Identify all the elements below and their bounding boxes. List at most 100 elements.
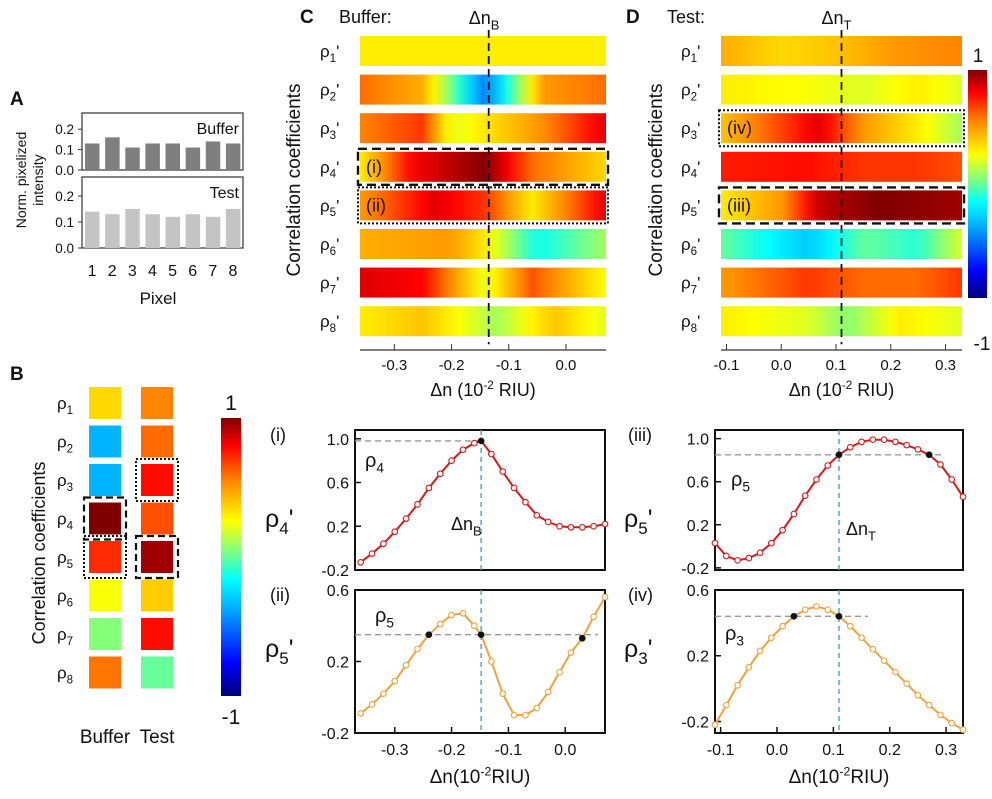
panelCii-data-point bbox=[425, 631, 433, 639]
panel-b-column-label: Buffer bbox=[80, 727, 131, 748]
panelC-row-stripe bbox=[360, 151, 606, 182]
panelD-row-label: ρ3' bbox=[681, 119, 700, 142]
panel-b-cell bbox=[89, 387, 121, 419]
panelCi-data-point bbox=[567, 523, 575, 531]
panelCi-data-point bbox=[488, 450, 495, 458]
panel-label-b: B bbox=[10, 364, 24, 385]
panel-b-cell bbox=[141, 656, 173, 689]
panelDiv-data-point bbox=[813, 603, 820, 610]
panel-a-xtick-label: 2 bbox=[108, 263, 117, 280]
panel-d-ylabel: Correlation coefficients bbox=[646, 84, 667, 277]
panelCii-data-point bbox=[510, 711, 518, 719]
panelD-box-label: (iii) bbox=[727, 195, 751, 215]
panelC-row-stripe bbox=[360, 267, 606, 298]
panelCi-marker-label: ΔnB bbox=[451, 514, 482, 538]
panelDiii-tag: (iii) bbox=[628, 425, 652, 445]
panelCi-data-point bbox=[459, 446, 467, 454]
panelDiii-data-point bbox=[745, 554, 753, 562]
panelCii-data-point bbox=[522, 711, 529, 719]
panelDiv-data-point bbox=[768, 634, 775, 642]
panelDiii-data-point bbox=[925, 451, 933, 459]
panelC-xtick-label: -0.2 bbox=[439, 357, 465, 374]
panel-b-column-label: Test bbox=[140, 727, 176, 748]
panelD-row-label: ρ5' bbox=[681, 196, 700, 219]
panelDiv-data-point bbox=[756, 647, 764, 655]
panel-c-buffer-heatmap: Correlation coefficients Buffer: ρ1' ρ2' ρ… bbox=[284, 7, 610, 400]
panelC-row-stripe bbox=[360, 229, 606, 259]
panelDiii-ytick-label: 0.6 bbox=[687, 475, 709, 492]
panelCi-data-point bbox=[499, 468, 507, 475]
panel-a-bar bbox=[165, 216, 181, 248]
panelCii-data-point bbox=[567, 649, 575, 656]
panelCii-data-point bbox=[402, 661, 410, 669]
panelDiv-xtick-label: 0.2 bbox=[879, 742, 901, 759]
panelCii-ytick-label: 0.2 bbox=[327, 655, 349, 672]
panelCi-tag: (i) bbox=[270, 425, 286, 445]
panelDiii-data-point bbox=[779, 526, 786, 534]
panelC-xlabel: Δn (10-2 RIU) bbox=[430, 379, 535, 400]
panelDiv-xtick-label: 0.3 bbox=[935, 742, 957, 759]
panelDiv-data-point bbox=[937, 711, 944, 719]
panelCi-data-point bbox=[368, 550, 376, 557]
panelCii-data-point bbox=[533, 704, 541, 712]
panelDiv-data-point bbox=[846, 622, 854, 630]
panelC-row-label: ρ6' bbox=[320, 235, 339, 258]
panel-d-colorbar-min: -1 bbox=[974, 334, 991, 355]
panelCii-data-point bbox=[380, 690, 387, 698]
panel-a-xtick-label: 6 bbox=[188, 263, 197, 280]
panel-d-colorbar bbox=[968, 70, 987, 298]
panelCii-data-point bbox=[414, 645, 421, 653]
panel-a-subplot-frame bbox=[81, 112, 244, 171]
panel-a-subplot-frame bbox=[81, 176, 244, 249]
panelDiii-data-point bbox=[880, 436, 888, 444]
panelC-xtick-label: -0.1 bbox=[496, 357, 522, 374]
panelDiii-data-point bbox=[892, 438, 899, 446]
panelD-row-label: ρ8' bbox=[681, 312, 700, 335]
panel-b-row-label: ρ6 bbox=[57, 587, 73, 610]
panel-a-bar bbox=[185, 147, 201, 170]
panel-a-bar bbox=[145, 143, 160, 170]
panelDiv-tag: (iv) bbox=[628, 585, 653, 605]
panelDiv-data-point bbox=[734, 681, 741, 689]
panelCi-data-point bbox=[425, 484, 433, 492]
panelCi-data-point bbox=[522, 498, 529, 506]
panel-b-row-label: ρ5 bbox=[57, 548, 73, 571]
panel-a-ytick-label: 0.1 bbox=[55, 143, 74, 158]
panelDiv-data-point bbox=[914, 691, 922, 699]
panel-a-ytick-label: 0.0 bbox=[55, 163, 74, 178]
panelCi-data-point bbox=[448, 457, 455, 464]
panel-d-iii-line-plot: -0.2 0.2 0.6 1.0 (iii) ρ5 ρ5' ΔnT bbox=[624, 425, 967, 578]
panel-a-bar bbox=[105, 137, 120, 170]
panel-a-ytick-label: 0.2 bbox=[55, 122, 74, 137]
panel-a-xtick-label: 8 bbox=[228, 263, 237, 280]
panel-b-row-label: ρ7 bbox=[57, 625, 73, 648]
panelDiv-ytick-label: 0.6 bbox=[687, 583, 709, 600]
panelDiii-data-point bbox=[846, 443, 854, 451]
panelDiv-inset-label: ρ3 bbox=[725, 623, 744, 649]
panel-a-series-label: Test bbox=[210, 185, 240, 202]
panelDiv-xlabel: Δn(10-2RIU) bbox=[789, 764, 890, 788]
panelCi-data-point bbox=[590, 522, 597, 530]
panelC-row-stripe bbox=[360, 36, 606, 66]
panelCii-data-point bbox=[499, 690, 507, 698]
panelCii-data-point bbox=[436, 620, 444, 628]
panel-a-xtick-label: 1 bbox=[88, 263, 97, 280]
panel-a-xlabel: Pixel bbox=[140, 289, 177, 308]
panelCi-ylabel: ρ4' bbox=[265, 505, 293, 538]
panelDiv-data-point bbox=[790, 612, 798, 620]
panel-a-bar bbox=[145, 214, 160, 248]
panel-b-cell bbox=[141, 387, 173, 419]
panelC-row-label: ρ8' bbox=[320, 312, 339, 335]
panelCii-ytick-label: -0.2 bbox=[321, 726, 349, 743]
panel-b-cell bbox=[141, 541, 173, 573]
panelCi-data-point bbox=[357, 558, 365, 566]
panel-b-cell bbox=[141, 425, 173, 458]
panelD-highlight-box bbox=[718, 109, 965, 148]
panel-b-row-label: ρ1 bbox=[57, 394, 73, 417]
panelD-marker-label: ΔnT bbox=[822, 8, 852, 32]
panelCi-data-point bbox=[436, 470, 444, 478]
panelDiii-data-point bbox=[801, 492, 809, 500]
panelDiii-data-point bbox=[813, 476, 820, 483]
panelCi-data-point bbox=[533, 511, 541, 519]
panelCi-data-point bbox=[402, 515, 410, 522]
